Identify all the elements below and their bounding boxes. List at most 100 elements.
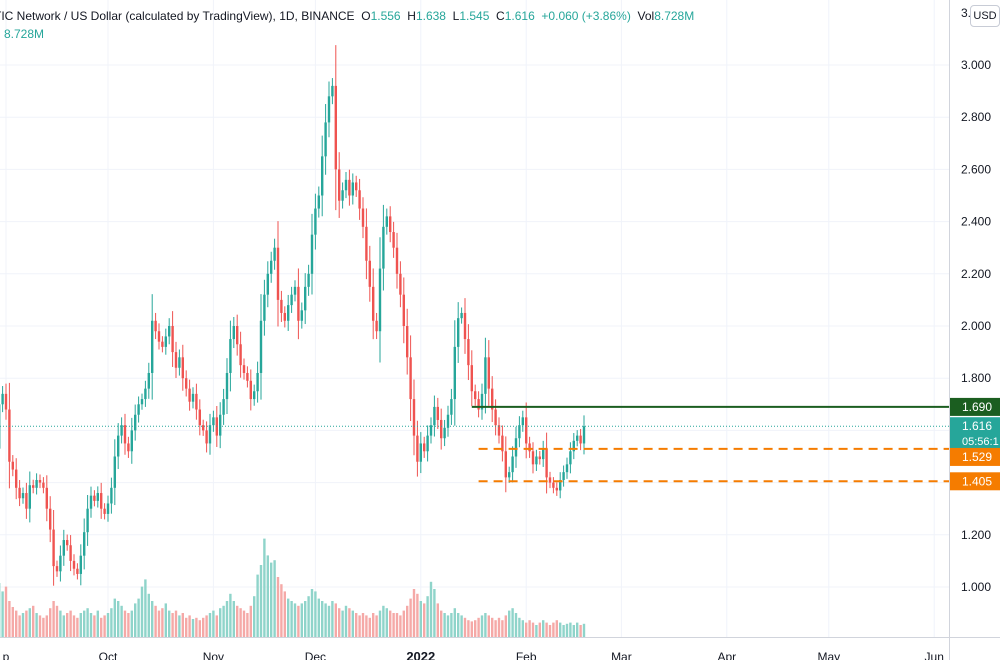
volume-bar [96,610,99,637]
candle-body [382,226,385,269]
candle-body [123,425,127,444]
volume-bar [1,591,4,637]
candle-body [508,472,511,478]
volume-bar [134,603,137,637]
volume-bar [106,613,110,637]
candle-body [144,388,147,400]
candle-body [69,545,72,561]
volume-bar [198,620,201,637]
volume-bar [307,596,310,637]
volume-bar [538,622,541,637]
volume-bar [45,615,48,637]
time-axis[interactable]: p Oct Nov Dec 2022 Feb Mar Apr May Jun [3,649,944,660]
candle-body [569,451,572,465]
volume-bar [297,605,300,637]
volume-bar [518,617,521,637]
candle-body [96,493,99,501]
volume-bar [463,617,467,637]
candle-body [372,286,375,321]
candle-body [307,273,310,287]
candle-body [344,179,348,191]
volume-bar [545,622,548,637]
volume-bar [395,613,399,637]
candle-body [321,156,324,196]
candle-body [266,273,269,295]
y-tick-label: 2.000 [961,319,991,333]
candle-body [11,461,14,470]
candle-body [202,425,205,431]
volume-bar [446,615,450,637]
candle-body [293,286,297,295]
volume-bar [548,625,552,637]
volume-bar [470,621,473,637]
volume-bar [514,613,518,637]
candle-body [249,380,252,400]
x-tick-label: Apr [717,650,736,660]
volume-bar [419,601,422,637]
candle-body [338,169,341,201]
volume-bar [52,601,55,637]
volume-bar [239,608,242,637]
candle-body [283,312,286,321]
volume-bar [392,613,395,637]
candle-body [276,247,280,300]
volume-bar [521,620,524,637]
candle-body [89,495,93,509]
candle-body [66,540,69,546]
volume-bar [382,605,385,637]
candle-body [178,357,181,368]
currency-button[interactable]: USD [970,5,1000,27]
volume-bar [562,625,565,637]
volume-bar [256,574,259,637]
high-value: 1.638 [415,9,446,23]
volume-bar [293,603,297,637]
volume-bar [497,617,501,637]
volume-bar [579,625,582,637]
volume-bar [358,615,361,637]
volume-bar [8,601,11,637]
volume-bar [535,625,538,637]
volume-bar [402,610,405,637]
candle-body [253,391,256,400]
volume-label: Vol [637,9,655,23]
last-price-text: 1.616 [962,419,992,433]
volume-bar [137,598,140,637]
candle-body [232,326,235,340]
candle-body [443,427,446,439]
price-axis-background [950,0,1000,637]
volume-bar [525,622,528,637]
volume-bar [79,613,82,637]
candle-body [436,406,439,420]
candle-body [256,372,259,392]
close-label: C [496,9,505,23]
candle-body [25,493,28,509]
volume-bar [317,598,320,637]
volume-bar [178,615,181,637]
candle-body [450,399,453,415]
volume-bar [276,577,280,637]
price-labels: 1.690 1.616 05:56:1 1.529 1.405 [950,397,1000,491]
volume-bar [338,608,341,637]
candle-body [1,393,4,405]
candle-body [501,435,504,452]
candle-body [419,443,422,462]
countdown-text: 05:56:1 [962,436,999,448]
volume-bar [253,596,256,637]
candle-body [225,372,229,400]
volume-bar [436,603,439,637]
volume-bar [443,613,446,637]
candle-body [389,216,392,233]
candle-body [497,425,501,436]
volume-bar [25,610,28,637]
volume-bar [372,613,375,637]
candle-body [59,555,62,572]
candle-body [331,85,334,97]
candle-body [4,393,8,410]
open-value: 1.556 [370,9,401,23]
volume-bar [565,623,569,637]
candle-body [38,479,42,483]
volume-bar [450,613,453,637]
volume-bar [76,617,79,637]
